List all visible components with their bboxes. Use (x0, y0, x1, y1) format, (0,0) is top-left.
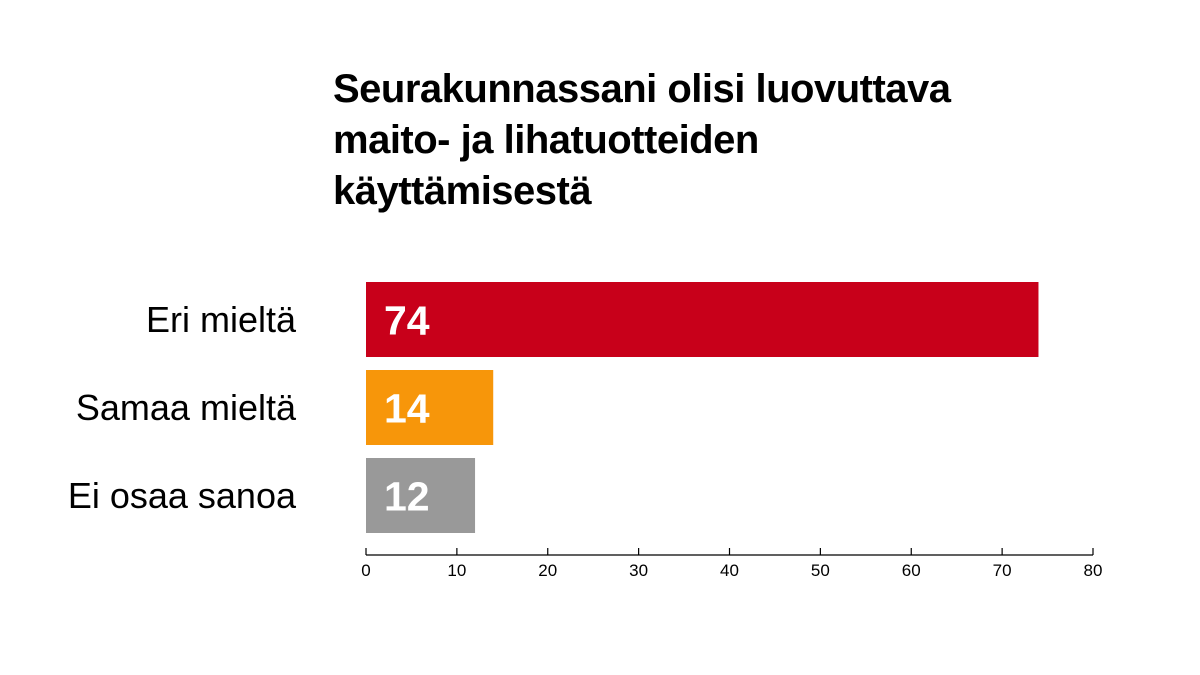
x-tick-label-20: 20 (538, 561, 557, 580)
category-label-3: Ei osaa sanoa (68, 475, 297, 516)
x-tick-label-0: 0 (361, 561, 370, 580)
category-label-1: Eri mieltä (146, 299, 297, 340)
data-label-3: 12 (384, 474, 430, 520)
bar-1 (366, 282, 1039, 357)
x-tick-label-50: 50 (811, 561, 830, 580)
x-tick-label-70: 70 (993, 561, 1012, 580)
x-tick-label-30: 30 (629, 561, 648, 580)
data-label-1: 74 (384, 298, 430, 344)
bar-2 (366, 370, 494, 445)
x-tick-label-80: 80 (1084, 561, 1103, 580)
category-label-2: Samaa mieltä (76, 387, 297, 428)
x-tick-label-60: 60 (902, 561, 921, 580)
chart-title: Seurakunnassani olisi luovuttava maito- … (333, 67, 951, 213)
x-tick-label-10: 10 (447, 561, 466, 580)
data-label-2: 14 (384, 386, 430, 432)
x-tick-label-40: 40 (720, 561, 739, 580)
bar-3 (366, 458, 476, 533)
